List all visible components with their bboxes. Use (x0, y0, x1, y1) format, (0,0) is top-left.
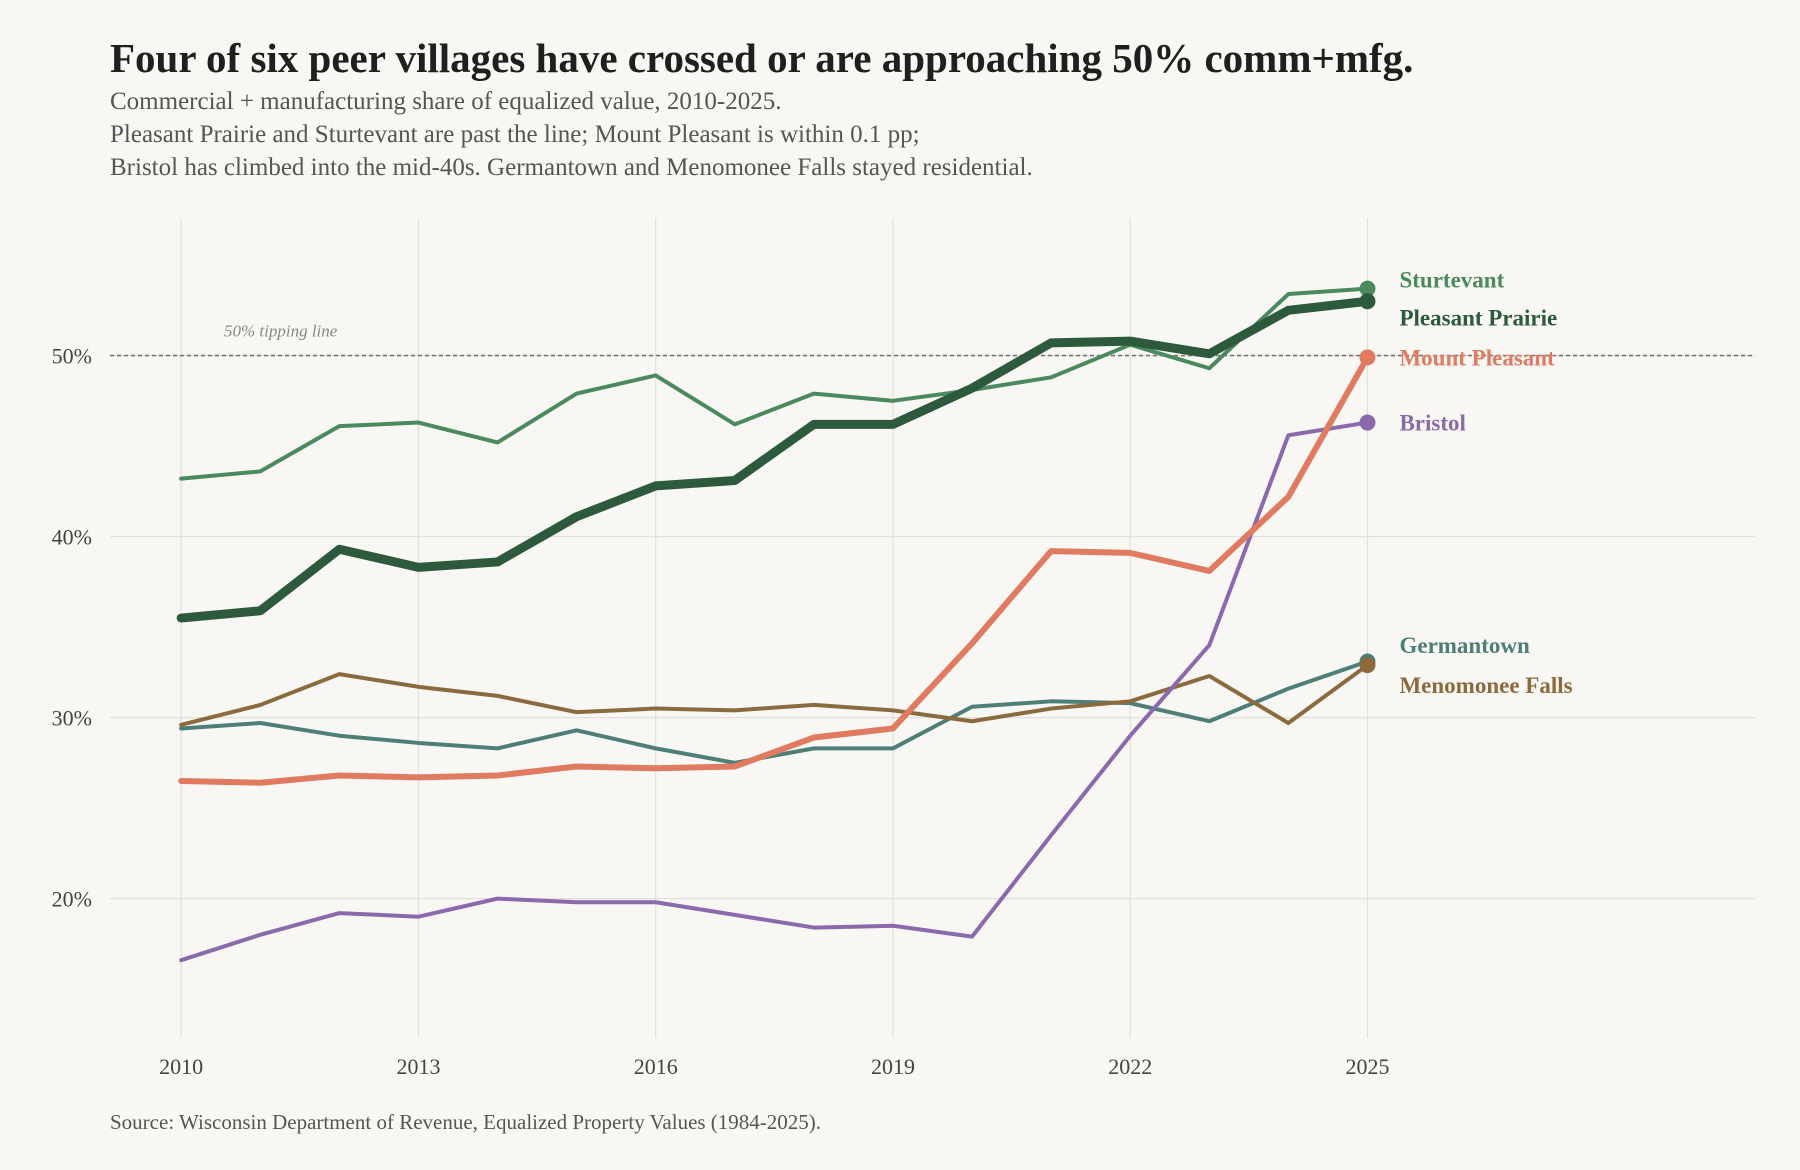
y-tick-label: 30% (52, 706, 92, 731)
end-label-germantown: Germantown (1399, 633, 1530, 658)
x-tick-label: 2010 (159, 1054, 203, 1079)
end-markers (1359, 280, 1376, 674)
end-marker-bristol (1359, 414, 1376, 431)
end-label-mount-pleasant: Mount Pleasant (1399, 345, 1555, 370)
end-marker-sturtevant (1359, 280, 1376, 297)
y-tick-label: 20% (52, 887, 92, 912)
x-tick-label: 2019 (871, 1054, 915, 1079)
series-line-sturtevant (179, 286, 1370, 481)
end-marker-mount-pleasant (1359, 349, 1376, 366)
reference-line-group: 50% tipping line (110, 322, 1755, 357)
end-label-pleasant-prairie: Pleasant Prairie (1399, 306, 1557, 331)
x-tick-label: 2016 (634, 1054, 678, 1079)
x-tick-label: 2013 (396, 1054, 440, 1079)
reference-line-label: 50% tipping line (224, 322, 338, 341)
series-line-mount-pleasant (178, 354, 1371, 786)
y-tick-label: 40% (52, 525, 92, 550)
subtitle-line-1: Commercial + manufacturing share of equa… (110, 88, 782, 115)
axis-tick-labels: 2010 2013 2016 2019 2022 2025 20% 30% 40% 50% (52, 344, 1390, 1079)
end-label-sturtevant: Sturtevant (1399, 268, 1504, 293)
chart-title: Four of six peer villages have crossed o… (110, 35, 1414, 81)
end-marker-pleasant-prairie (1359, 293, 1376, 310)
series-lines (176, 286, 1372, 963)
source-note: Source: Wisconsin Department of Revenue,… (110, 1110, 822, 1134)
subtitle-line-2: Pleasant Prairie and Sturtevant are past… (110, 121, 920, 148)
y-tick-label: 50% (52, 344, 92, 369)
end-label-bristol: Bristol (1399, 411, 1465, 436)
series-line-germantown (179, 659, 1370, 765)
end-label-menomonee-falls: Menomonee Falls (1399, 673, 1572, 698)
x-tick-label: 2025 (1345, 1054, 1389, 1079)
end-labels: Sturtevant Pleasant Prairie Mount Pleasant… (1399, 268, 1572, 698)
series-line-pleasant-prairie (176, 296, 1372, 623)
series-line-bristol (179, 420, 1370, 963)
end-marker-menomonee-falls (1359, 657, 1376, 674)
subtitle-line-3: Bristol has climbed into the mid-40s. Ge… (110, 154, 1033, 181)
x-tick-label: 2022 (1108, 1054, 1152, 1079)
